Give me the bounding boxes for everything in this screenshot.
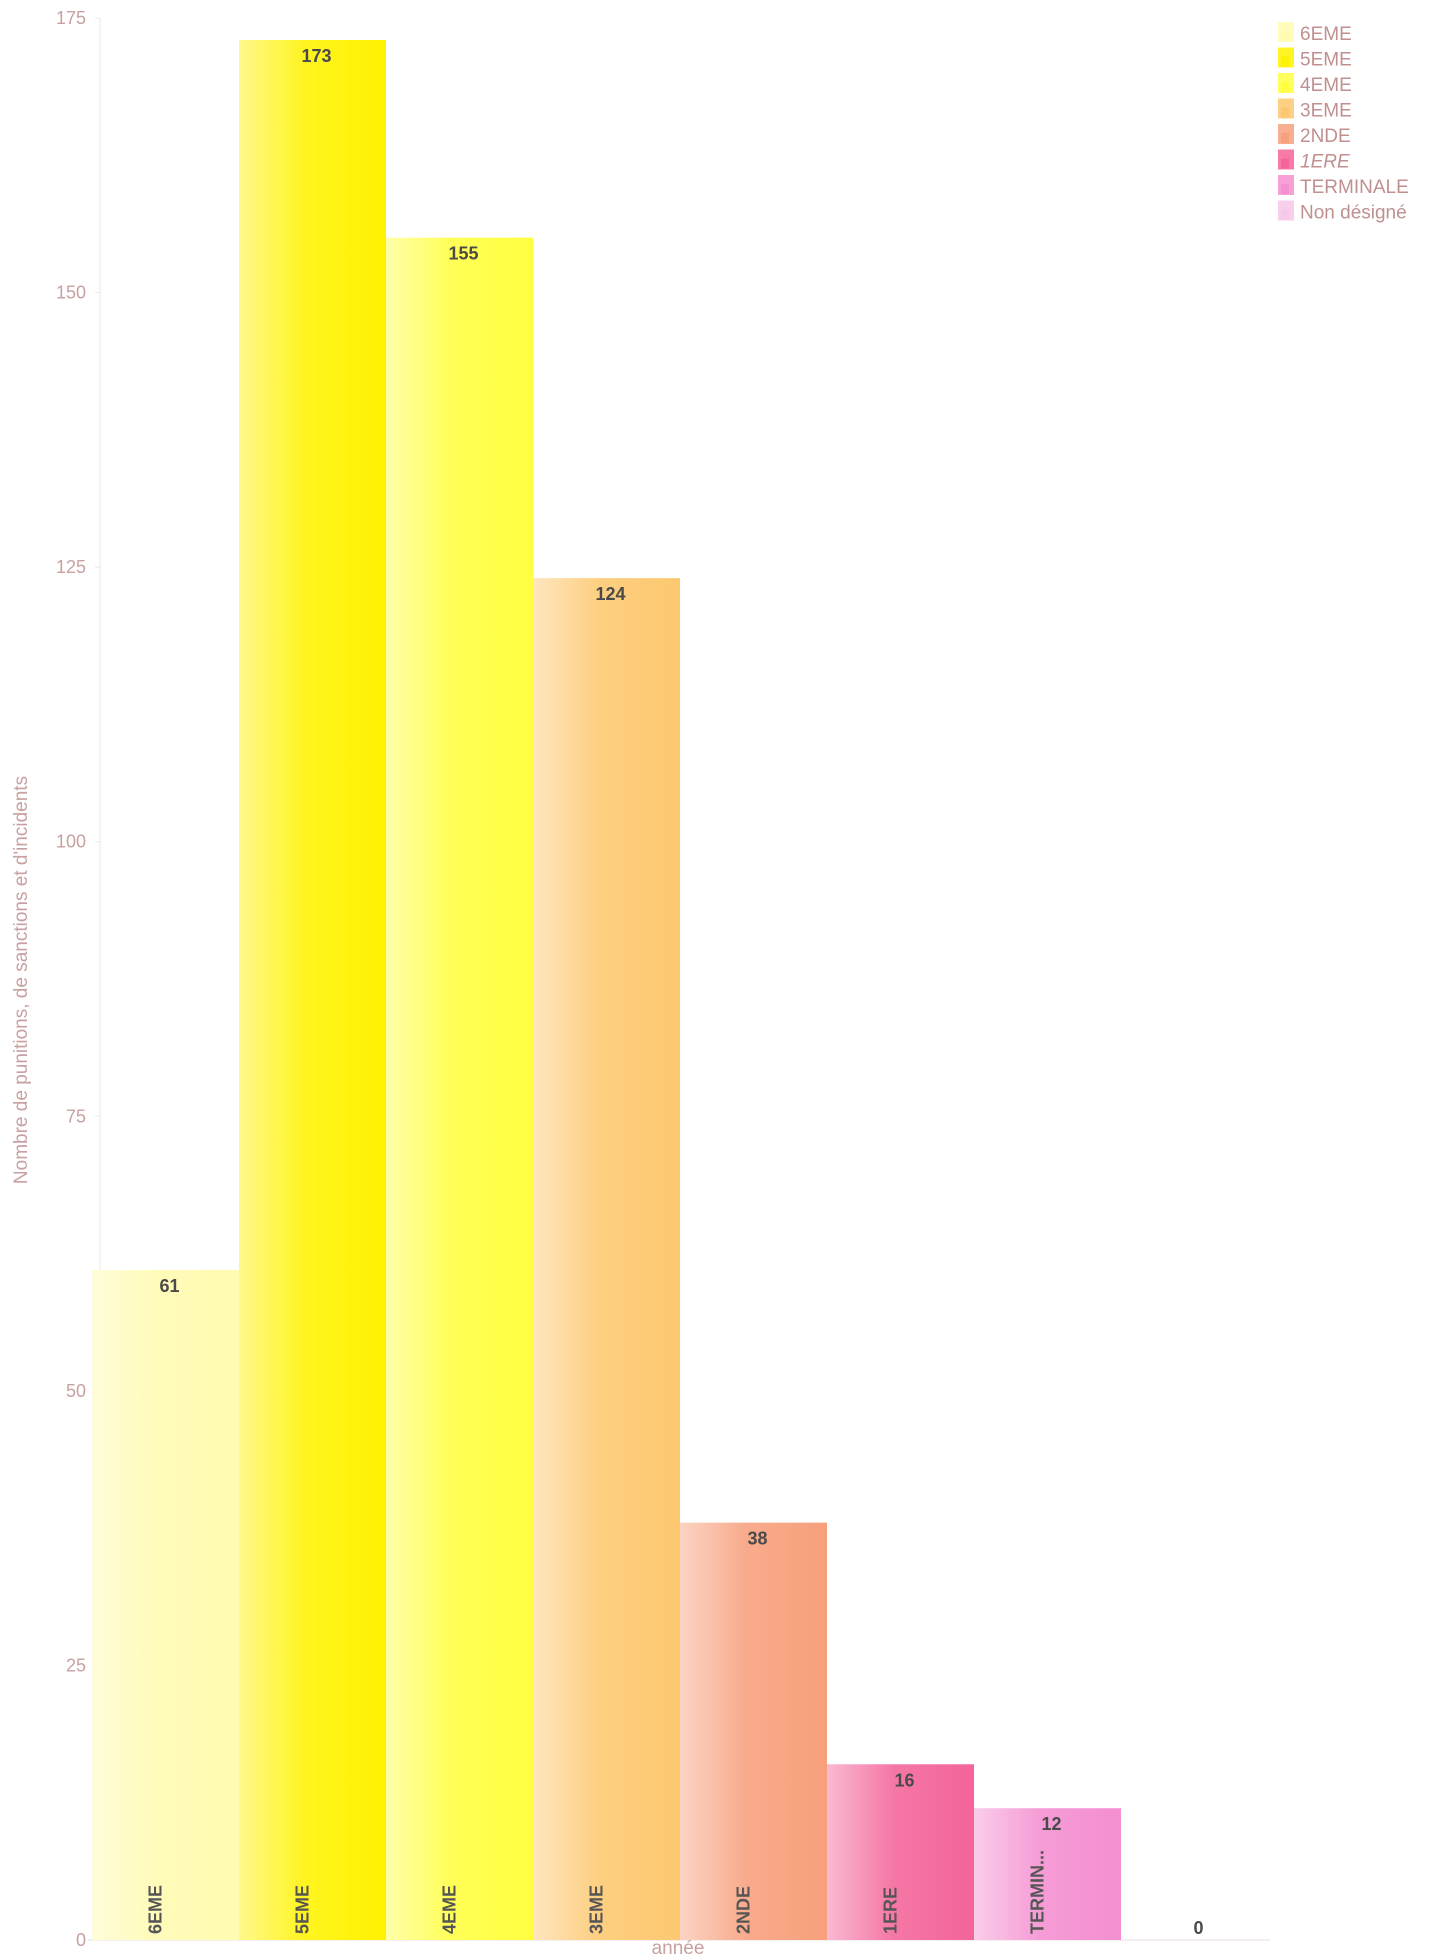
y-tick-label: 75: [66, 1106, 86, 1126]
data-label: 124: [595, 584, 625, 604]
x-axis-title: année: [652, 1938, 705, 1957]
data-label: 0: [1193, 1918, 1203, 1938]
y-axis-ticks: 0 25 50 75 100 125 150 175: [56, 8, 100, 1950]
bar-4eme[interactable]: [386, 237, 533, 1941]
y-tick-label: 0: [76, 1930, 86, 1950]
legend-swatch-inner: [1281, 82, 1289, 92]
category-label: TERMIN...: [1028, 1850, 1048, 1934]
legend-swatch-inner: [1281, 184, 1289, 194]
legend-entry[interactable]: Non désigné: [1300, 203, 1407, 224]
category-label: 1ERE: [881, 1887, 901, 1934]
data-label: 38: [747, 1529, 767, 1549]
data-label: 12: [1041, 1814, 1061, 1834]
bar-2nde[interactable]: [680, 1522, 827, 1940]
legend: 6EME 5EME 4EME 3EME 2NDE 1ERE TERMINALE Non dés…: [1278, 22, 1409, 224]
legend-entry[interactable]: 4EME: [1300, 75, 1352, 96]
data-label: 155: [448, 244, 478, 264]
y-tick-label: 25: [66, 1655, 86, 1675]
legend-entry[interactable]: 2NDE: [1300, 126, 1351, 147]
data-label: 61: [159, 1276, 179, 1296]
bar-1ere[interactable]: [827, 1764, 974, 1940]
y-tick-label: 100: [56, 832, 86, 852]
bar-5eme[interactable]: [239, 39, 386, 1941]
legend-entry[interactable]: 1ERE: [1300, 152, 1350, 173]
legend-swatch-inner: [1281, 56, 1289, 67]
data-labels-group: 61 173 155 124 38 16 12 0: [159, 46, 1203, 1938]
y-tick-label: 150: [56, 283, 86, 303]
legend-entry[interactable]: 3EME: [1300, 101, 1352, 122]
bars-group: [92, 39, 1121, 1941]
bar-terminale[interactable]: [974, 1808, 1121, 1940]
legend-swatch-inner: [1281, 31, 1289, 41]
legend-swatch-inner: [1281, 107, 1289, 118]
category-label: 3EME: [587, 1885, 607, 1934]
category-label: 4EME: [440, 1885, 460, 1934]
legend-swatch-inner: [1281, 133, 1289, 143]
legend-entry[interactable]: 5EME: [1300, 50, 1352, 71]
category-label: 6EME: [146, 1885, 166, 1934]
y-axis-title: Nombre de punitions, de sanctions et d'i…: [11, 776, 32, 1184]
legend-entry[interactable]: 6EME: [1300, 24, 1352, 45]
y-tick-label: 50: [66, 1381, 86, 1401]
bar-6eme[interactable]: [92, 1270, 239, 1940]
data-label: 16: [894, 1770, 914, 1790]
legend-swatch-inner: [1281, 158, 1289, 169]
category-labels-group: 6EME 5EME 4EME 3EME 2NDE 1ERE TERMIN...: [146, 1850, 1048, 1934]
category-label: 5EME: [293, 1885, 313, 1934]
y-tick-label: 175: [56, 8, 86, 28]
data-label: 173: [301, 46, 331, 66]
y-tick-label: 125: [56, 557, 86, 577]
category-label: 2NDE: [734, 1886, 754, 1934]
bar-3eme[interactable]: [533, 578, 680, 1940]
legend-entry[interactable]: TERMINALE: [1300, 177, 1409, 198]
legend-swatch-inner: [1281, 209, 1289, 220]
